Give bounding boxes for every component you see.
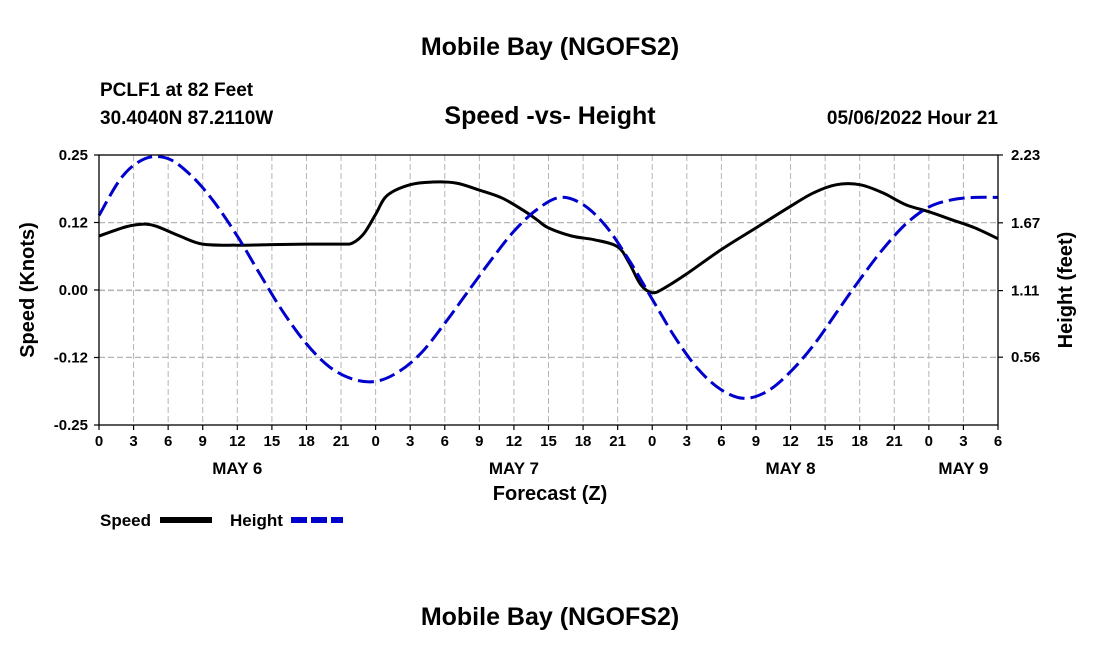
y-left-tick-label: 0.00 xyxy=(59,282,88,299)
x-tick-label: 12 xyxy=(506,433,523,450)
x-tick-label: 12 xyxy=(229,433,246,450)
series-line-height xyxy=(97,154,999,400)
legend-height-label: Height xyxy=(230,511,283,530)
axis-labels: 0 3 6 9 12 15 18 21 0 3 6 9 12 15 18 21 0 3 6 9 12 15 18 21 0 3 6M… xyxy=(54,147,1040,478)
x-tick-label: 15 xyxy=(540,433,557,450)
grid-lines xyxy=(99,154,998,425)
x-tick-label: 6 xyxy=(994,433,1002,450)
x-tick-label: 18 xyxy=(575,433,592,450)
forecast-datetime: 05/06/2022 Hour 21 xyxy=(827,108,999,129)
y-right-tick-label: 1.67 xyxy=(1011,215,1040,232)
y-left-tick-label: -0.25 xyxy=(54,417,88,434)
chart-subtitle: Speed -vs- Height xyxy=(444,102,656,130)
day-label: MAY 9 xyxy=(938,459,988,478)
x-tick-label: 0 xyxy=(925,433,933,450)
station-label: PCLF1 at 82 Feet xyxy=(100,80,254,101)
x-tick-label: 9 xyxy=(199,433,207,450)
chart-main-title: Mobile Bay (NGOFS2) xyxy=(421,33,679,61)
x-tick-label: 9 xyxy=(475,433,483,450)
coordinates-label: 30.4040N 87.2110W xyxy=(100,108,273,129)
y-left-tick-label: -0.12 xyxy=(54,350,88,367)
day-label: MAY 6 xyxy=(212,459,262,478)
x-tick-label: 3 xyxy=(129,433,137,450)
x-tick-label: 9 xyxy=(752,433,760,450)
x-tick-label: 6 xyxy=(717,433,725,450)
y-left-tick-label: 0.25 xyxy=(59,147,88,164)
legend-speed-label: Speed xyxy=(100,511,151,530)
y-left-tick-label: 0.12 xyxy=(59,215,88,232)
x-tick-label: 3 xyxy=(683,433,691,450)
x-tick-label: 0 xyxy=(95,433,103,450)
x-tick-label: 15 xyxy=(264,433,281,450)
x-tick-label: 12 xyxy=(782,433,799,450)
series-lines xyxy=(97,154,999,400)
y-right-tick-label: 2.23 xyxy=(1011,147,1040,164)
x-tick-label: 0 xyxy=(371,433,379,450)
series-line-speed xyxy=(98,180,999,295)
x-tick-label: 6 xyxy=(164,433,172,450)
x-axis-label: Forecast (Z) xyxy=(493,483,607,505)
x-tick-label: 21 xyxy=(333,433,350,450)
x-tick-label: 21 xyxy=(609,433,626,450)
x-tick-label: 0 xyxy=(648,433,656,450)
x-tick-label: 18 xyxy=(851,433,868,450)
y-axis-right-label: Height (feet) xyxy=(1055,232,1077,349)
x-tick-label: 18 xyxy=(298,433,315,450)
legend: Speed Height xyxy=(100,511,343,530)
x-tick-label: 3 xyxy=(406,433,414,450)
day-label: MAY 8 xyxy=(765,459,815,478)
footer-title: Mobile Bay (NGOFS2) xyxy=(421,603,679,631)
x-tick-label: 21 xyxy=(886,433,903,450)
y-right-tick-label: 1.11 xyxy=(1011,283,1039,300)
y-axis-left-label: Speed (Knots) xyxy=(17,222,39,358)
x-tick-label: 15 xyxy=(817,433,834,450)
x-tick-label: 6 xyxy=(441,433,449,450)
day-label: MAY 7 xyxy=(489,459,539,478)
x-tick-label: 3 xyxy=(959,433,967,450)
y-right-tick-label: 0.56 xyxy=(1011,349,1040,366)
